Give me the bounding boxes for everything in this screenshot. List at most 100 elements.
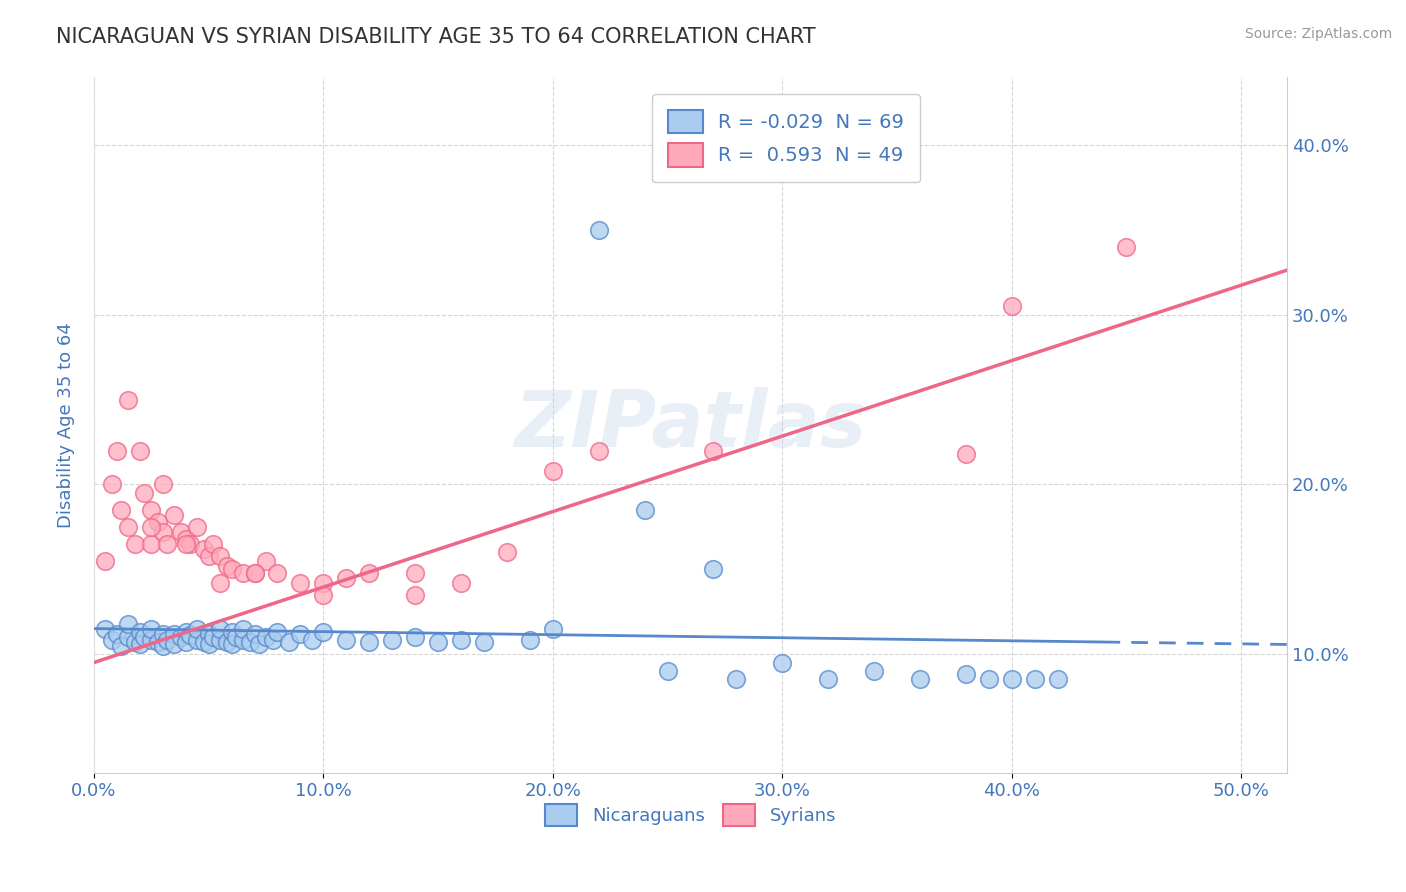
Point bbox=[221, 637, 243, 651]
Point bbox=[148, 515, 170, 529]
Point bbox=[170, 524, 193, 539]
Point bbox=[94, 554, 117, 568]
Point bbox=[179, 537, 201, 551]
Point bbox=[863, 664, 886, 678]
Point bbox=[312, 588, 335, 602]
Text: ZIPatlas: ZIPatlas bbox=[515, 387, 866, 463]
Point bbox=[174, 625, 197, 640]
Point bbox=[197, 549, 219, 563]
Point bbox=[141, 622, 163, 636]
Point bbox=[186, 622, 208, 636]
Point bbox=[278, 635, 301, 649]
Point bbox=[128, 625, 150, 640]
Point bbox=[156, 537, 179, 551]
Point bbox=[141, 503, 163, 517]
Point bbox=[221, 625, 243, 640]
Point bbox=[152, 477, 174, 491]
Point bbox=[225, 630, 247, 644]
Point bbox=[266, 625, 288, 640]
Point bbox=[117, 520, 139, 534]
Point bbox=[359, 635, 381, 649]
Point bbox=[209, 622, 232, 636]
Point bbox=[209, 549, 232, 563]
Point bbox=[110, 503, 132, 517]
Point bbox=[141, 520, 163, 534]
Point bbox=[221, 562, 243, 576]
Point bbox=[202, 630, 225, 644]
Point bbox=[702, 443, 724, 458]
Point bbox=[163, 637, 186, 651]
Point bbox=[174, 537, 197, 551]
Point bbox=[156, 633, 179, 648]
Point bbox=[496, 545, 519, 559]
Point bbox=[301, 633, 323, 648]
Point bbox=[817, 673, 839, 687]
Point bbox=[186, 633, 208, 648]
Point bbox=[152, 524, 174, 539]
Point bbox=[148, 635, 170, 649]
Point bbox=[450, 633, 472, 648]
Point bbox=[335, 633, 357, 648]
Point bbox=[124, 635, 146, 649]
Point bbox=[519, 633, 541, 648]
Point bbox=[193, 541, 215, 556]
Point bbox=[290, 626, 312, 640]
Point bbox=[105, 626, 128, 640]
Point bbox=[110, 639, 132, 653]
Point bbox=[335, 571, 357, 585]
Legend: Nicaraguans, Syrians: Nicaraguans, Syrians bbox=[537, 797, 844, 833]
Point bbox=[101, 477, 124, 491]
Point bbox=[243, 566, 266, 580]
Point bbox=[232, 633, 254, 648]
Point bbox=[243, 626, 266, 640]
Point bbox=[541, 464, 564, 478]
Point bbox=[202, 537, 225, 551]
Point bbox=[312, 625, 335, 640]
Point bbox=[163, 626, 186, 640]
Text: NICARAGUAN VS SYRIAN DISABILITY AGE 35 TO 64 CORRELATION CHART: NICARAGUAN VS SYRIAN DISABILITY AGE 35 T… bbox=[56, 27, 815, 46]
Point bbox=[1046, 673, 1069, 687]
Point bbox=[588, 443, 610, 458]
Point bbox=[1001, 673, 1024, 687]
Point bbox=[186, 520, 208, 534]
Point bbox=[381, 633, 404, 648]
Point bbox=[152, 626, 174, 640]
Point bbox=[128, 637, 150, 651]
Point bbox=[657, 664, 679, 678]
Point bbox=[725, 673, 748, 687]
Point bbox=[450, 575, 472, 590]
Point bbox=[633, 503, 655, 517]
Point bbox=[427, 635, 450, 649]
Point bbox=[404, 630, 426, 644]
Point bbox=[312, 575, 335, 590]
Point bbox=[1001, 299, 1024, 313]
Point bbox=[262, 633, 284, 648]
Point bbox=[1115, 240, 1137, 254]
Point bbox=[141, 537, 163, 551]
Point bbox=[197, 626, 219, 640]
Point bbox=[359, 566, 381, 580]
Point bbox=[117, 392, 139, 407]
Point bbox=[174, 532, 197, 546]
Point bbox=[170, 630, 193, 644]
Point bbox=[1024, 673, 1046, 687]
Point bbox=[770, 656, 793, 670]
Point bbox=[977, 673, 1000, 687]
Point bbox=[232, 622, 254, 636]
Point bbox=[193, 635, 215, 649]
Point bbox=[128, 443, 150, 458]
Point bbox=[588, 223, 610, 237]
Point bbox=[134, 486, 156, 500]
Point bbox=[209, 633, 232, 648]
Point bbox=[247, 637, 270, 651]
Text: Source: ZipAtlas.com: Source: ZipAtlas.com bbox=[1244, 27, 1392, 41]
Point bbox=[105, 443, 128, 458]
Point bbox=[404, 588, 426, 602]
Point bbox=[152, 639, 174, 653]
Point bbox=[197, 637, 219, 651]
Point bbox=[254, 630, 277, 644]
Point bbox=[266, 566, 288, 580]
Point bbox=[541, 622, 564, 636]
Point bbox=[94, 622, 117, 636]
Point bbox=[215, 635, 238, 649]
